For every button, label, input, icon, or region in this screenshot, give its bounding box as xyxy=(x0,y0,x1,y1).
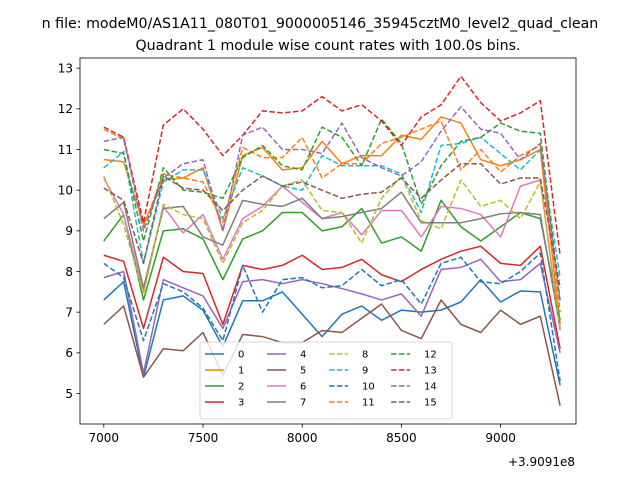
y-tick-label: 9 xyxy=(65,224,73,238)
series-line-5 xyxy=(103,299,561,406)
legend-label: 4 xyxy=(300,350,306,361)
series-line-3 xyxy=(103,245,561,349)
legend-box xyxy=(199,341,453,420)
legend-entry: 9 xyxy=(329,366,368,377)
series-line-11 xyxy=(103,120,561,313)
legend-entry: 8 xyxy=(329,350,368,361)
series-line-8 xyxy=(103,175,561,331)
legend-label: 2 xyxy=(238,382,244,393)
series-line-10 xyxy=(103,252,561,382)
legend-label: 0 xyxy=(238,350,244,361)
y-tick-label: 7 xyxy=(65,305,73,319)
x-tick-label: 7500 xyxy=(188,431,219,445)
x-offset-label: +3.9091e8 xyxy=(508,455,575,469)
y-tick-label: 6 xyxy=(65,346,73,360)
series-line-15 xyxy=(103,162,561,288)
legend-label: 15 xyxy=(424,398,437,409)
chart-title: Quadrant 1 module wise count rates with … xyxy=(135,38,520,54)
legend-label: 12 xyxy=(424,350,437,361)
x-tick-label: 8000 xyxy=(287,431,318,445)
legend-label: 13 xyxy=(424,366,437,377)
x-tick-label: 8500 xyxy=(386,431,417,445)
x-tick-label: 9000 xyxy=(485,431,516,445)
series-layer xyxy=(103,75,561,406)
series-line-7 xyxy=(103,191,561,329)
legend-entry: 15 xyxy=(391,398,437,409)
legend-entry: 13 xyxy=(391,366,437,377)
legend-entry: 5 xyxy=(267,366,306,377)
legend-label: 8 xyxy=(362,350,368,361)
legend-entry: 7 xyxy=(267,398,306,409)
series-line-9 xyxy=(103,136,561,278)
legend-label: 10 xyxy=(362,382,375,393)
series-line-14 xyxy=(103,106,561,301)
legend-label: 14 xyxy=(424,382,437,393)
y-tick-label: 10 xyxy=(58,183,73,197)
legend-entry: 11 xyxy=(329,398,375,409)
y-axis: 5 6 7 8 9 10 11 12 13 xyxy=(58,61,80,401)
legend-label: 3 xyxy=(238,398,244,409)
series-line-1 xyxy=(103,116,561,325)
legend-label: 9 xyxy=(362,366,368,377)
plot-frame xyxy=(79,57,577,425)
y-tick-label: 8 xyxy=(65,265,73,279)
legend-label: 1 xyxy=(238,366,244,377)
y-tick-label: 13 xyxy=(58,61,73,75)
legend-entry: 6 xyxy=(267,382,306,393)
figure-suptitle: n file: modeM0/AS1A11_080T01_9000005146_… xyxy=(42,16,599,32)
legend-entry: 4 xyxy=(267,350,306,361)
y-tick-label: 12 xyxy=(58,102,73,116)
legend-entry: 12 xyxy=(391,350,437,361)
legend-entry: 10 xyxy=(329,382,375,393)
legend-entry: 3 xyxy=(205,398,244,409)
legend-entry: 0 xyxy=(205,350,244,361)
x-tick-label: 7000 xyxy=(89,431,120,445)
y-tick-label: 5 xyxy=(65,387,73,401)
legend-entry: 1 xyxy=(205,366,244,377)
series-line-0 xyxy=(103,278,561,386)
legend-entry: 14 xyxy=(391,382,437,393)
legend-label: 11 xyxy=(362,398,375,409)
series-line-13 xyxy=(103,75,561,256)
legend-label: 6 xyxy=(300,382,306,393)
legend-entry: 2 xyxy=(205,382,244,393)
legend-label: 7 xyxy=(300,398,306,409)
x-axis: 7000 7500 8000 8500 9000 xyxy=(89,424,516,445)
y-tick-label: 11 xyxy=(58,143,73,157)
legend-label: 5 xyxy=(300,366,306,377)
